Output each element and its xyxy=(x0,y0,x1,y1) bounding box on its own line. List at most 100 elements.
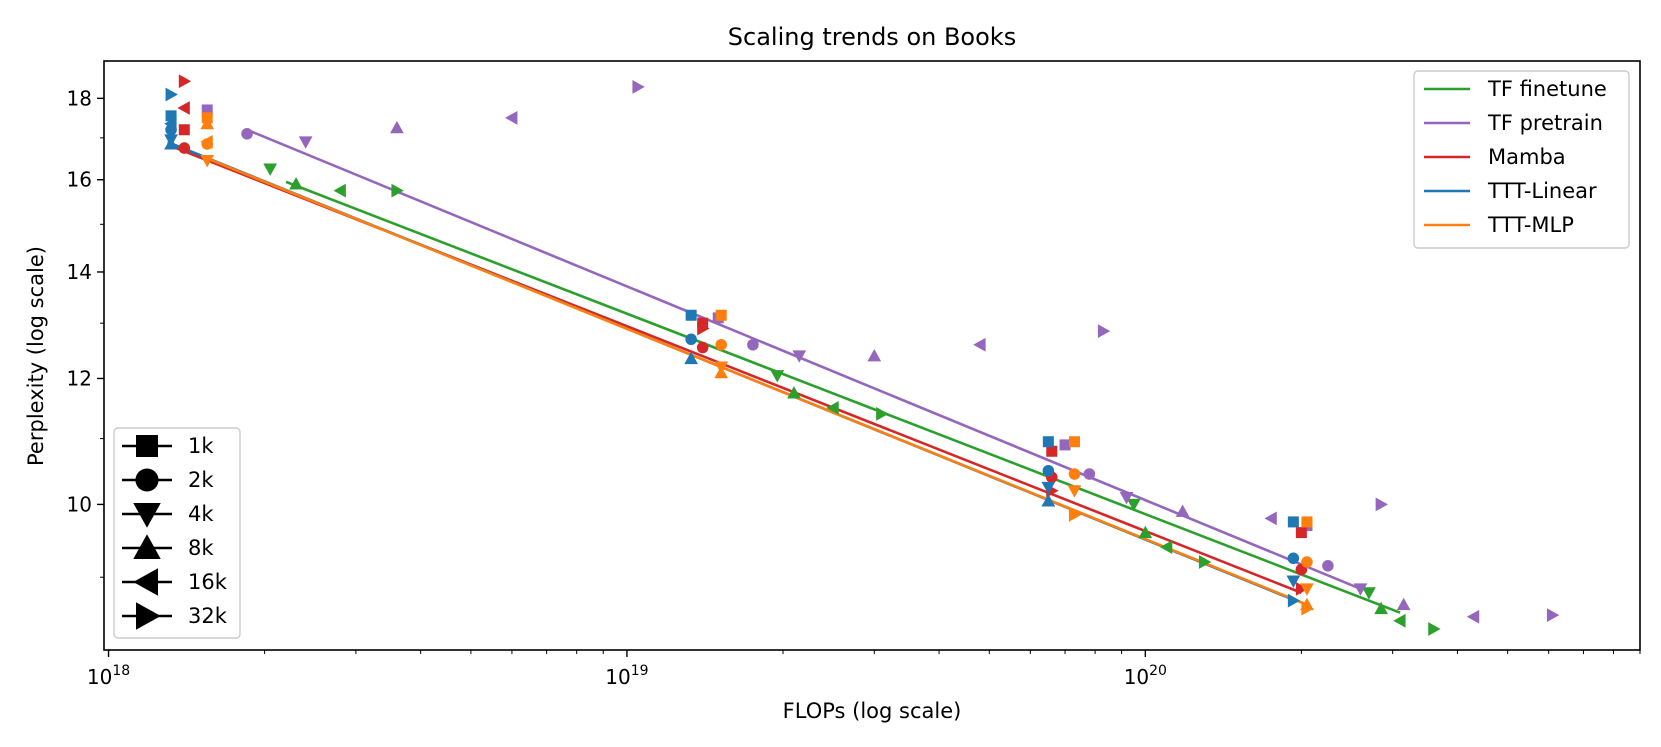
mamba-point xyxy=(178,74,192,89)
ttt-mlp-point xyxy=(1068,468,1081,480)
tf-pretrain-fit-line xyxy=(246,128,1361,591)
ttt-linear-point xyxy=(165,110,177,122)
mamba-point xyxy=(1295,581,1309,596)
ttt-linear-point xyxy=(165,87,178,102)
tf-pretrain-point xyxy=(1546,608,1560,622)
ttt-mlp-point xyxy=(1301,556,1313,568)
mamba-point xyxy=(697,321,710,336)
plot-area xyxy=(164,74,1560,636)
legend-label: TF pretrain xyxy=(1487,111,1603,135)
legend-label: 2k xyxy=(188,468,214,492)
ttt-mlp-point xyxy=(200,135,213,149)
tf-pretrain-point xyxy=(1264,511,1277,526)
square-marker-icon xyxy=(136,435,158,457)
circle-marker-icon xyxy=(135,468,159,492)
context-length-legend: 1k 2k 4k 8k 16k 32k xyxy=(113,427,241,639)
tf-pretrain-point xyxy=(1059,439,1071,451)
mamba-point xyxy=(696,341,709,354)
ttt-linear-point xyxy=(1286,575,1301,588)
mamba-point xyxy=(177,101,190,115)
x-tick-label: 1018 xyxy=(87,663,130,689)
tf-pretrain-point xyxy=(1353,583,1368,596)
tf-finetune-point xyxy=(1198,555,1212,569)
mamba-point xyxy=(178,142,191,154)
x-tick-label: 1019 xyxy=(605,663,648,689)
tf-finetune-point xyxy=(1138,525,1153,539)
ttt-mlp-point xyxy=(1067,485,1082,498)
ttt-linear-point xyxy=(1287,593,1301,608)
x-tick-label: 1020 xyxy=(1124,663,1167,689)
ttt-linear-point xyxy=(1287,552,1300,565)
tf-pretrain-point xyxy=(632,80,645,94)
legend-label: TTT-Linear xyxy=(1487,179,1597,203)
tf-pretrain-point xyxy=(1396,597,1411,611)
ttt-linear-point xyxy=(1287,516,1299,528)
tf-finetune-point xyxy=(263,163,278,176)
triangle-right-marker-icon xyxy=(136,602,161,630)
ttt-mlp-point xyxy=(200,116,215,130)
ttt-linear-point xyxy=(1042,464,1055,477)
tf-pretrain-point xyxy=(1119,492,1134,505)
legend-label: TTT-MLP xyxy=(1487,213,1574,237)
ttt-linear-point xyxy=(685,309,697,321)
tf-finetune-point xyxy=(1428,622,1441,636)
triangle-left-marker-icon xyxy=(133,568,158,596)
tf-pretrain-point xyxy=(792,350,807,363)
ttt-mlp-point xyxy=(1300,583,1314,596)
triangle-up-marker-icon xyxy=(133,534,161,559)
mamba-point xyxy=(1295,527,1307,539)
legend-label: 1k xyxy=(188,434,214,458)
tf-finetune-point xyxy=(1126,498,1141,512)
tf-pretrain-point xyxy=(973,337,986,352)
tf-pretrain-point xyxy=(241,128,253,140)
ttt-mlp-fit-line xyxy=(206,157,1308,606)
ttt-mlp-point xyxy=(1301,516,1313,528)
tf-finetune-point xyxy=(1374,601,1388,615)
ttt-linear-point xyxy=(1041,481,1056,495)
ttt-mlp-point xyxy=(714,365,729,379)
ttt-mlp-point xyxy=(1301,601,1314,616)
ttt-linear-point xyxy=(164,137,178,150)
tf-finetune-point xyxy=(1362,587,1376,600)
tf-finetune-point xyxy=(826,400,839,415)
ttt-mlp-point xyxy=(1068,436,1080,448)
ttt-mlp-point xyxy=(200,155,215,168)
tf-finetune-point xyxy=(1159,540,1173,555)
tf-finetune-point xyxy=(391,183,404,198)
tf-finetune-point xyxy=(770,370,785,383)
ttt-linear-point xyxy=(164,116,177,131)
legend-label: 4k xyxy=(188,502,214,526)
tf-pretrain-point xyxy=(867,348,882,362)
tf-finetune-point xyxy=(333,183,346,198)
tf-pretrain-point xyxy=(747,338,759,351)
tf-finetune-point xyxy=(876,407,889,421)
ttt-mlp-point xyxy=(1068,507,1082,522)
tf-pretrain-point xyxy=(1083,468,1096,480)
legend-label: 8k xyxy=(188,536,214,560)
chart-title: Scaling trends on Books xyxy=(728,23,1016,51)
tf-finetune-point xyxy=(787,386,801,399)
tf-finetune-point xyxy=(289,177,303,190)
tf-pretrain-point xyxy=(1322,560,1334,572)
legend-label: 32k xyxy=(188,604,228,628)
y-tick-label: 18 xyxy=(67,86,92,110)
mamba-point xyxy=(697,317,709,329)
y-tick-label: 14 xyxy=(67,260,92,284)
tf-finetune-fit-line xyxy=(285,180,1401,614)
tf-pretrain-point xyxy=(1175,504,1190,517)
series-legend: TF finetune TF pretrain Mamba TTT-Linear TTT… xyxy=(1413,70,1630,249)
tf-pretrain-point xyxy=(1097,324,1111,339)
tf-finetune-point xyxy=(1393,613,1406,628)
ttt-linear-point xyxy=(685,333,697,346)
plot-frame xyxy=(103,60,1641,651)
y-tick-label: 12 xyxy=(67,366,92,390)
ttt-linear-point xyxy=(684,351,699,365)
x-axis-title: FLOPs (log scale) xyxy=(783,699,962,723)
legend-label: TF finetune xyxy=(1487,77,1607,101)
tf-pretrain-point xyxy=(298,136,313,149)
mamba-point xyxy=(1046,445,1058,457)
tf-pretrain-point xyxy=(505,110,518,125)
ttt-mlp-point xyxy=(715,309,727,321)
